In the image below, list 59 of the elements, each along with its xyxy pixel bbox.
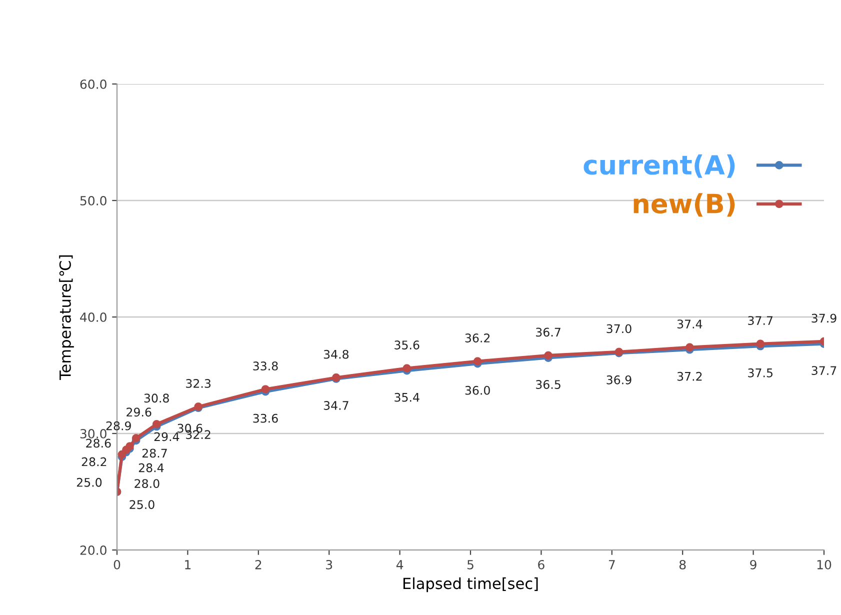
y-tick-label: 40.0 <box>80 312 106 322</box>
x-tick-label: 6 <box>538 560 544 570</box>
data-label: 25.0 <box>76 478 102 487</box>
data-label: 28.9 <box>106 421 131 430</box>
data-label: 28.7 <box>142 448 167 458</box>
point <box>686 343 694 352</box>
x-tick-label: 3 <box>326 560 332 570</box>
data-label: 29.4 <box>154 432 180 442</box>
legend-label: current(A) <box>584 154 735 178</box>
data-label: 37.4 <box>677 320 702 328</box>
data-label: 33.6 <box>253 414 278 423</box>
x-tick-label: 8 <box>679 560 686 570</box>
y-tick-label: 30.0 <box>80 428 106 438</box>
point <box>261 385 270 394</box>
x-tick-label: 0 <box>114 560 120 570</box>
data-label: 34.8 <box>324 350 349 359</box>
point <box>402 364 412 372</box>
data-label: 30.8 <box>144 394 169 403</box>
x-tick-label: 10 <box>817 560 832 570</box>
y-tick-label: 20.0 <box>80 545 106 555</box>
data-label: 37.7 <box>748 316 773 325</box>
data-label: 37.0 <box>606 324 632 334</box>
point <box>473 357 482 366</box>
x-axis-title: Elapsed time[sec] <box>403 577 538 592</box>
point <box>152 420 161 428</box>
point <box>126 442 134 450</box>
data-label: 37.5 <box>748 368 772 378</box>
data-label: 28.4 <box>138 463 164 472</box>
x-tick-label: 1 <box>185 560 191 570</box>
data-label: 36.0 <box>465 386 490 395</box>
y-tick-label: 60.0 <box>80 79 106 89</box>
x-tick-label: 7 <box>608 560 615 570</box>
point <box>756 340 765 348</box>
legend-label: new(B) <box>634 193 735 217</box>
x-tick-label: 2 <box>255 560 262 570</box>
data-label: 37.2 <box>677 372 702 381</box>
data-label: 25.0 <box>130 500 154 510</box>
data-label: 37.9 <box>812 314 836 323</box>
data-label: 36.2 <box>465 334 490 342</box>
x-tick-label: 5 <box>467 560 474 570</box>
data-label: 36.5 <box>536 380 560 389</box>
x-tick-label: 4 <box>396 560 404 570</box>
data-label: 37.7 <box>812 366 836 375</box>
y-axis-title: Temperature[℃] <box>59 255 74 380</box>
point <box>544 351 552 360</box>
data-label: 29.6 <box>126 408 152 417</box>
data-label: 28.2 <box>82 457 106 466</box>
data-label: 34.7 <box>324 401 348 410</box>
data-label: 35.6 <box>394 340 420 350</box>
data-label: 35.4 <box>394 392 420 402</box>
point <box>132 434 140 442</box>
y-tick-label: 50.0 <box>80 196 106 206</box>
x-tick-label: 9 <box>750 560 756 570</box>
data-label: 36.9 <box>606 375 632 384</box>
data-label: 28.6 <box>86 438 111 448</box>
data-label: 33.8 <box>253 362 278 370</box>
data-label: 28.0 <box>134 479 160 488</box>
data-label: 36.7 <box>536 328 560 337</box>
data-label: 32.3 <box>186 378 210 388</box>
